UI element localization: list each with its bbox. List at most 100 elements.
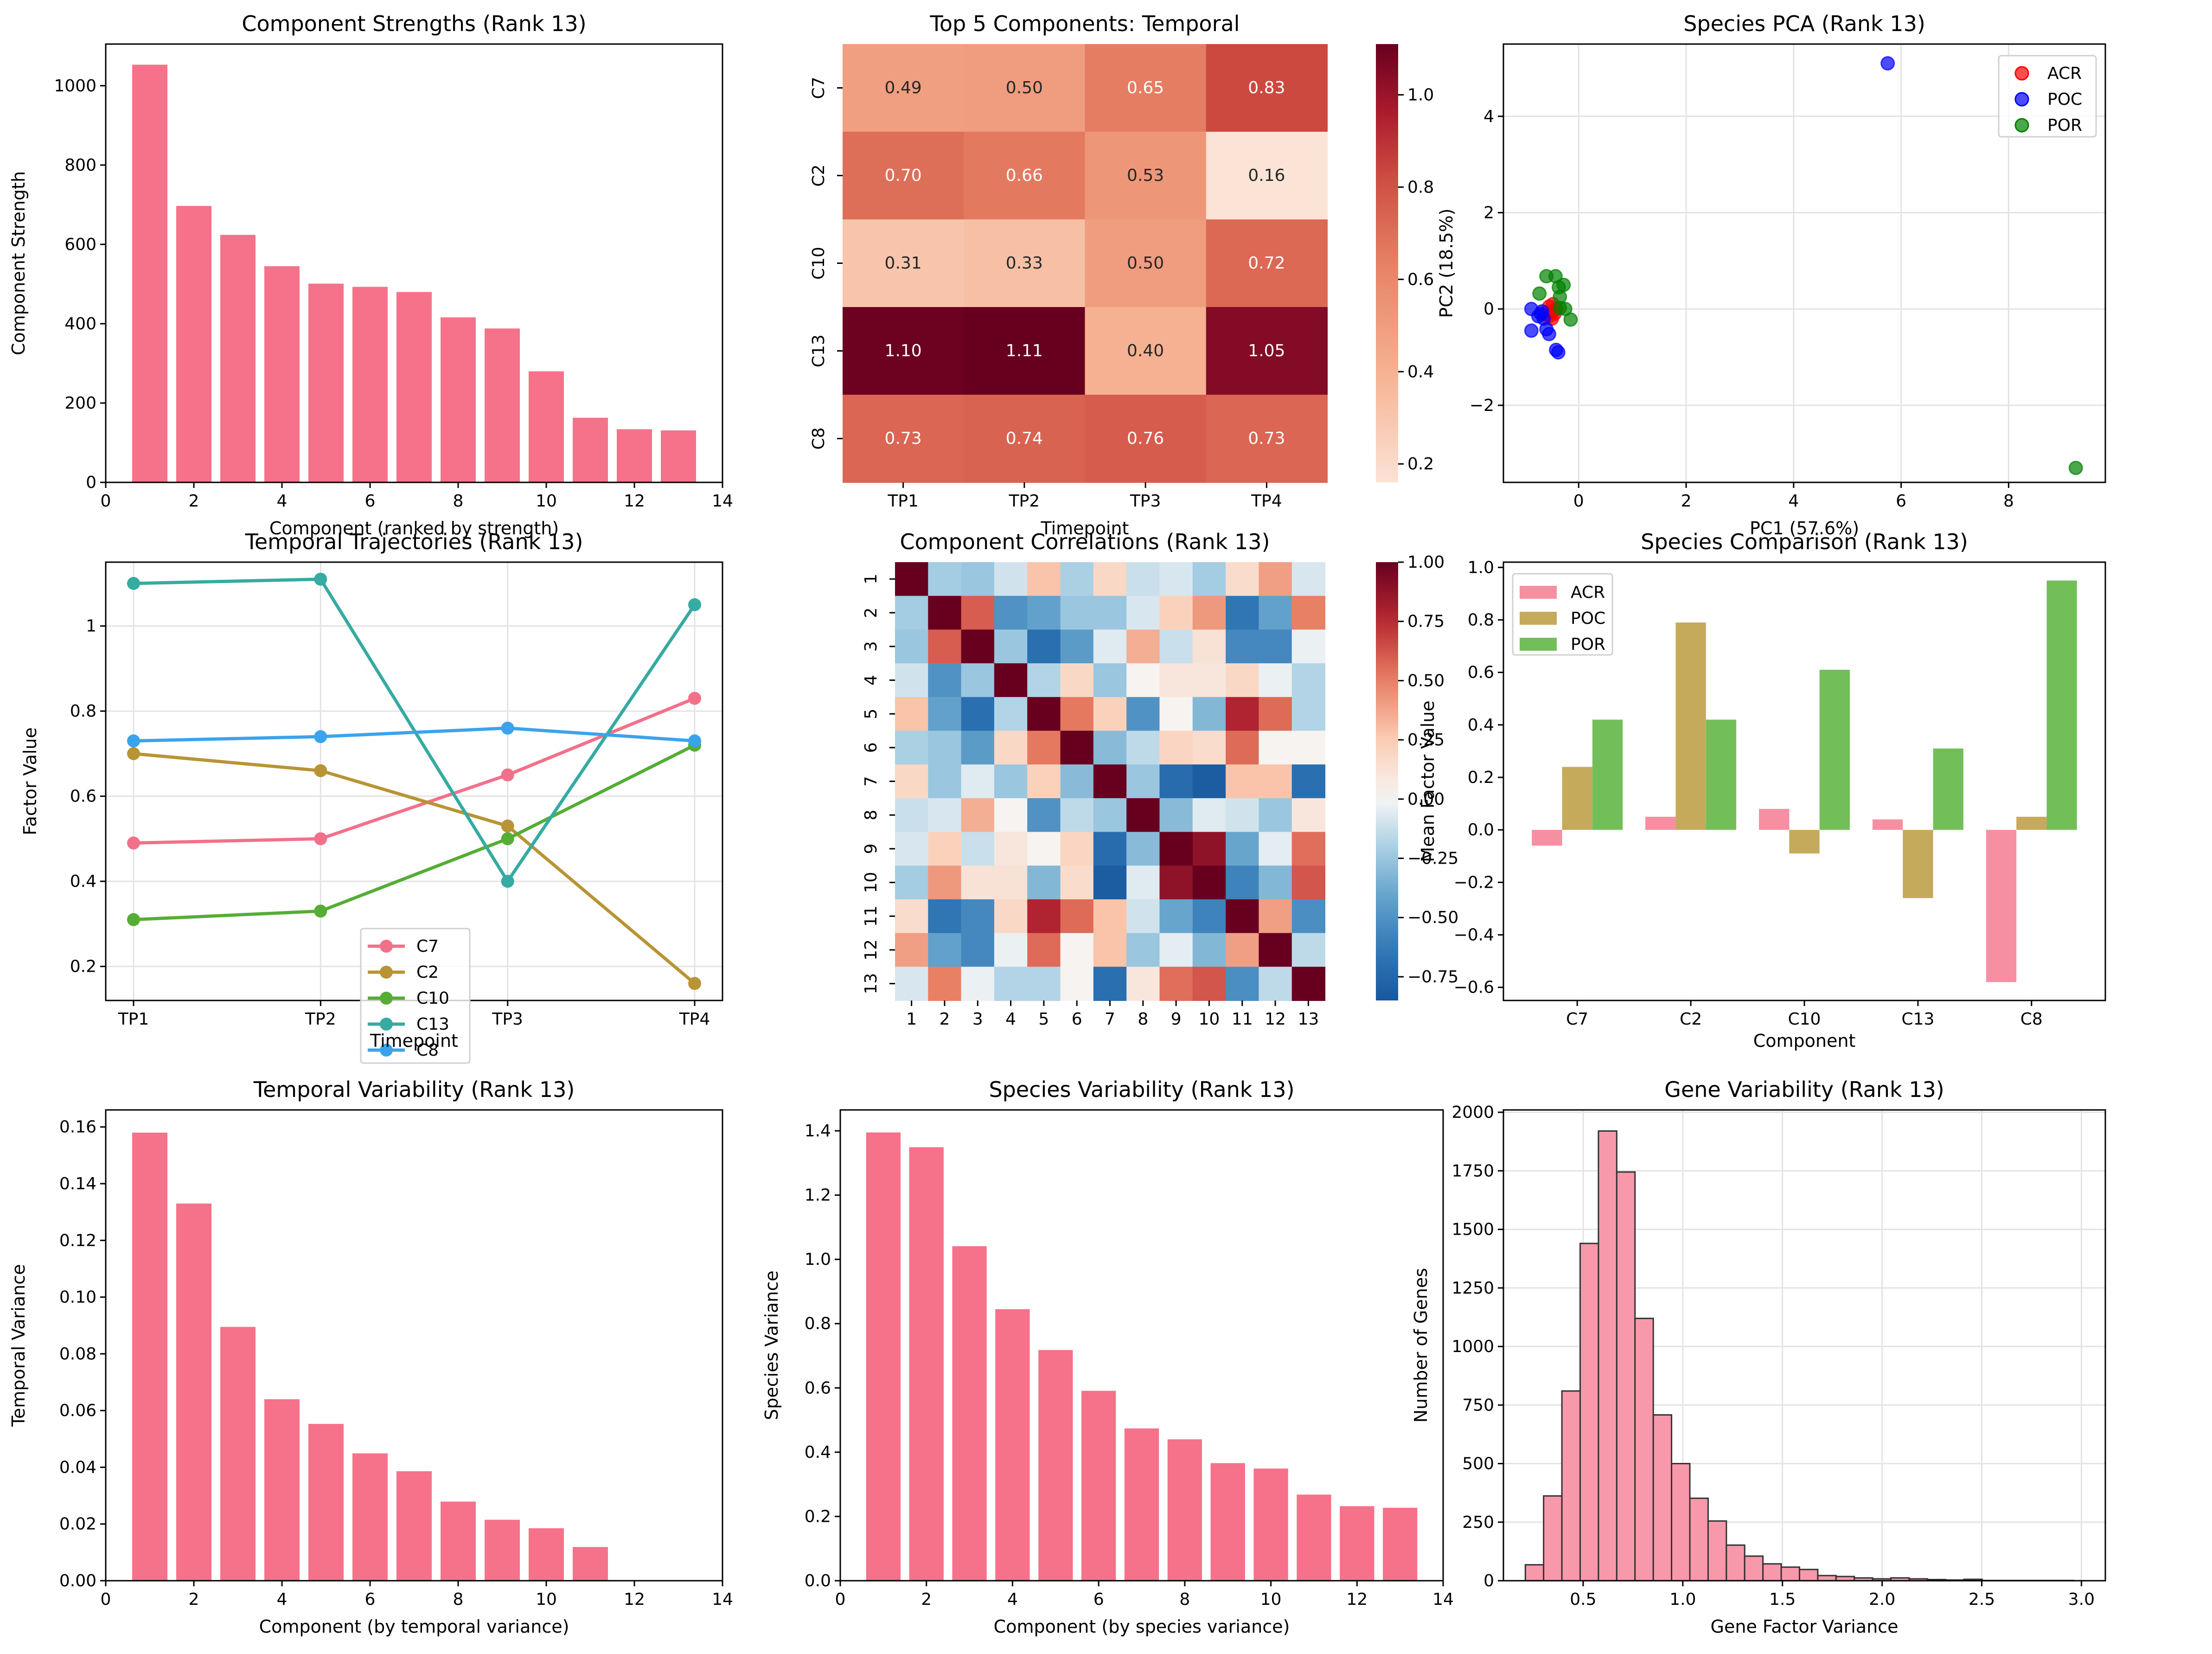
correlation-cell [1093, 731, 1127, 765]
correlation-cell [1259, 562, 1292, 596]
correlation-cell [1226, 731, 1259, 765]
correlation-cell [961, 798, 995, 833]
x-axis-label: Component (by temporal variance) [259, 1616, 569, 1637]
colorbar-tick-label: 0.8 [1407, 178, 1434, 197]
correlation-cell [1060, 764, 1094, 799]
colorbar-tick-label: 0.50 [1407, 671, 1445, 690]
y-tick-label: 1000 [1451, 1337, 1494, 1356]
correlation-cell [1027, 933, 1061, 968]
correlation-cell [994, 697, 1028, 731]
bar [132, 64, 167, 482]
heatmap-cell [964, 395, 1086, 483]
correlation-cell [1126, 899, 1160, 934]
bar-poc [1562, 767, 1592, 830]
bar [352, 1453, 388, 1581]
y-tick-label: 0.02 [59, 1515, 96, 1534]
correlation-cell [1159, 899, 1193, 934]
correlation-cell [994, 562, 1028, 596]
series-line-c2 [133, 752, 696, 985]
x-tick-label: 4 [277, 1590, 288, 1609]
y-tick-label: 0.08 [59, 1345, 96, 1364]
histogram-bin [1598, 1130, 1617, 1582]
legend-label: POC [2047, 90, 2082, 109]
y-tick-label: 2000 [1451, 1103, 1494, 1122]
correlation-cell [961, 865, 995, 900]
correlation-cell [1226, 663, 1259, 698]
correlation-cell [961, 899, 995, 934]
correlation-cell [1093, 967, 1127, 1001]
correlation-cell [961, 764, 995, 799]
colorbar-tick-label: −0.75 [1407, 968, 1458, 987]
legend-marker [380, 992, 393, 1005]
legend-label: ACR [1571, 583, 1605, 602]
y-axis-label: Component Strength [8, 171, 29, 355]
correlation-cell [1027, 967, 1061, 1001]
series-line-c10 [133, 744, 696, 922]
y-tick-label: 10 [862, 872, 881, 893]
correlation-cell [895, 731, 929, 765]
y-tick-label: 0.2 [1468, 768, 1494, 787]
correlation-cell [1126, 596, 1160, 630]
cell-annotation: 0.65 [1127, 78, 1164, 97]
chart-temporal-heatmap: 0.49 0.50 0.65 0.83 0.70 0.66 0.53 0.16 0.31 0.33… [809, 11, 1434, 539]
bar [909, 1147, 944, 1581]
x-tick-label: 14 [712, 1590, 733, 1609]
y-tick-label: C2 [809, 164, 828, 186]
correlation-cell [1126, 629, 1160, 664]
y-tick-label: 5 [862, 709, 881, 719]
x-tick-label: 10 [536, 492, 557, 511]
bar [485, 1519, 520, 1581]
cell-annotation: 0.83 [1248, 78, 1285, 97]
bar [485, 328, 520, 482]
correlation-cell [1192, 764, 1227, 799]
cell-annotation: 0.66 [1006, 166, 1043, 185]
correlation-cell [1027, 865, 1061, 900]
x-tick-label: 8 [2003, 492, 2014, 511]
heatmap-cell [964, 307, 1086, 395]
bar [661, 430, 696, 482]
correlation-cell [1192, 663, 1227, 698]
x-tick-label: 12 [1346, 1590, 1368, 1609]
correlation-cell [928, 832, 962, 866]
y-tick-label: C8 [809, 427, 828, 449]
y-tick-label: 0 [1483, 1571, 1494, 1590]
correlation-cell [994, 764, 1028, 799]
heatmap-cell [843, 219, 965, 308]
x-tick-label: 9 [1171, 1010, 1182, 1029]
correlation-cell [1093, 899, 1127, 934]
correlation-cell [1060, 562, 1094, 596]
histogram-bin [1744, 1555, 1764, 1582]
colorbar-tick-label: 0.6 [1407, 270, 1434, 289]
y-axis-label: Mean Factor Value [1418, 700, 1438, 862]
bar-poc [1675, 622, 1706, 830]
correlation-cell [1093, 798, 1127, 833]
y-tick-label: 6 [862, 742, 881, 753]
y-tick-label: 500 [1462, 1455, 1494, 1474]
heatmap-cell [1085, 307, 1207, 395]
y-tick-label: 2 [1483, 203, 1494, 222]
correlation-cell [1226, 832, 1259, 866]
bar [995, 1309, 1030, 1581]
y-tick-label: 0 [1483, 300, 1494, 319]
y-tick-label: 0.4 [1468, 716, 1494, 735]
bar [176, 205, 211, 482]
legend-label: C13 [416, 1015, 449, 1034]
bar [573, 417, 608, 482]
correlation-cell [1259, 832, 1292, 866]
y-tick-label: 600 [64, 235, 96, 254]
colorbar-tick-label: 0.4 [1407, 362, 1434, 381]
colorbar-tick-label: 0.75 [1407, 612, 1445, 631]
colorbar-tick-label: 0.2 [1407, 455, 1434, 474]
scatter-point-por [1563, 312, 1578, 327]
series-point [127, 913, 140, 926]
y-tick-label: 2 [862, 608, 881, 618]
correlation-cell [928, 562, 962, 596]
correlation-cell [928, 697, 962, 731]
y-tick-label: 4 [1483, 107, 1494, 126]
correlation-cell [1192, 865, 1227, 900]
bar [396, 292, 432, 482]
x-axis-label: PC1 (57.6%) [1750, 518, 1859, 539]
bar [396, 1471, 432, 1581]
legend-swatch [1520, 638, 1557, 651]
y-tick-label: 0.4 [805, 1443, 831, 1462]
